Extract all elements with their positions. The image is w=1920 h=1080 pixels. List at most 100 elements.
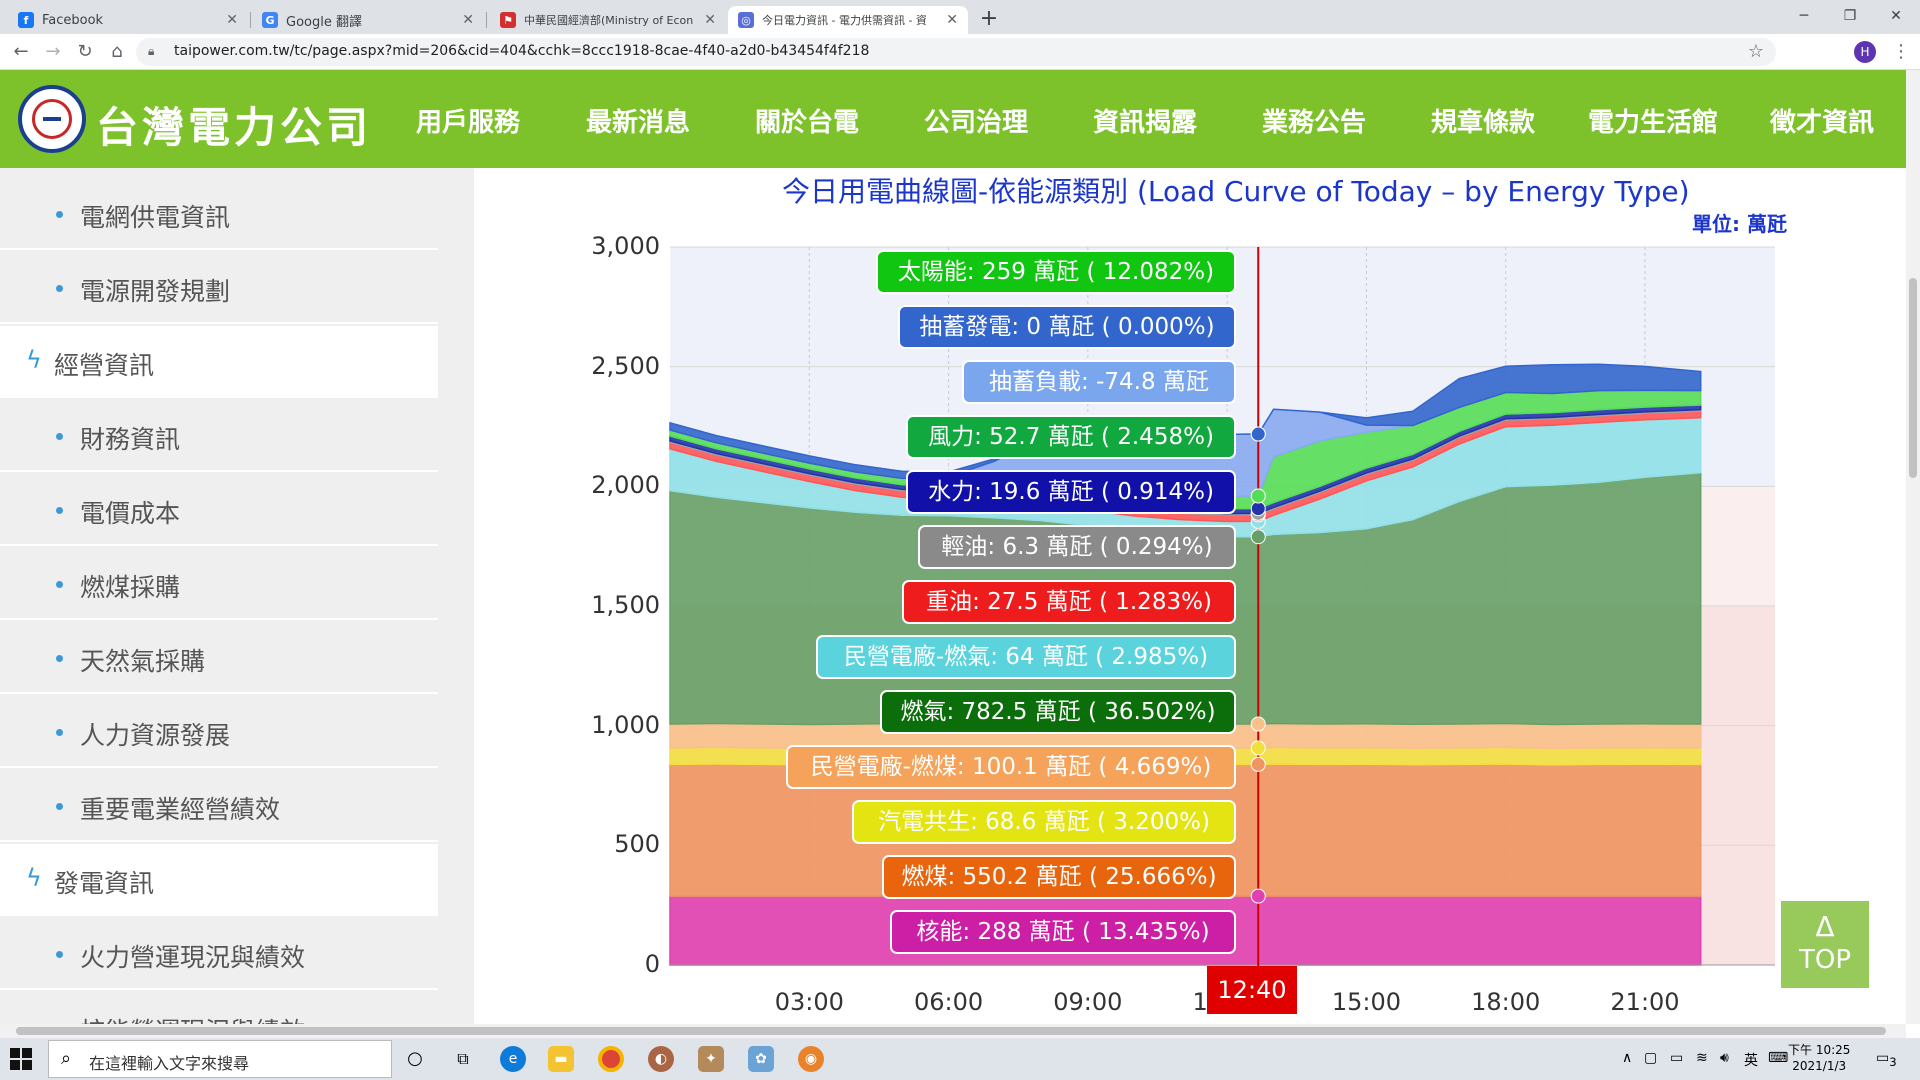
sidebar-category[interactable]: ϟ 經營資訊 <box>0 326 438 398</box>
sidebar-item[interactable]: 火力營運現況與績效 <box>0 918 438 990</box>
sidebar-label: 火力營運現況與績效 <box>80 943 306 972</box>
taipower-logo-icon[interactable] <box>18 85 86 153</box>
x-tick-label: 06:00 <box>913 988 984 1016</box>
new-tab-button[interactable]: + <box>979 6 999 31</box>
lock-icon: 🔒︎ <box>148 44 155 58</box>
site-logo-text[interactable]: 台灣電力公司 <box>96 103 373 152</box>
network-icon[interactable]: ▢ <box>1644 1050 1658 1066</box>
clock[interactable]: 下午 10:25 2021/1/3 <box>1788 1042 1850 1074</box>
tooltip-row: 汽電共生: 68.6 萬瓩 ( 3.200%) <box>852 800 1236 844</box>
keyboard-icon[interactable]: ⌨ <box>1768 1050 1789 1066</box>
y-tick-label: 1,500 <box>591 591 660 619</box>
tray-chevron-icon[interactable]: ∧ <box>1622 1050 1633 1066</box>
window-close-icon[interactable]: ✕ <box>1890 8 1902 24</box>
tab-taipower[interactable]: ◎ 今日電力資訊 - 電力供需資訊 - 資 ✕ <box>728 6 968 34</box>
sidebar-item[interactable]: 燃煤採購 <box>0 548 438 620</box>
nav-regulations[interactable]: 規章條款 <box>1431 108 1536 138</box>
blender-icon[interactable]: ◉ <box>798 1046 824 1072</box>
edge-icon[interactable]: e <box>500 1046 526 1072</box>
cortana-icon[interactable]: ○ <box>407 1048 423 1069</box>
app-icon-2[interactable]: ✦ <box>698 1046 724 1072</box>
browser-tab-bar: f Facebook ✕ G Google 翻譯 ✕ ⚑ 中華民國經濟部(Min… <box>0 0 1920 34</box>
home-icon[interactable]: ⌂ <box>111 41 123 62</box>
close-icon[interactable]: ✕ <box>704 12 716 28</box>
search-placeholder: 在這裡輸入文字來搜尋 <box>89 1054 250 1073</box>
sidebar-label: 電價成本 <box>80 499 181 528</box>
nav-about[interactable]: 關於台電 <box>755 108 860 138</box>
nav-careers[interactable]: 徵才資訊 <box>1770 108 1875 138</box>
sidebar-label: 燃煤採購 <box>80 573 181 602</box>
tooltip-row: 燃氣: 782.5 萬瓩 ( 36.502%) <box>880 690 1236 734</box>
notification-count: 3 <box>1889 1054 1897 1069</box>
sidebar-label: 天然氣採購 <box>80 647 206 676</box>
nav-news[interactable]: 最新消息 <box>586 108 691 138</box>
wifi-icon[interactable]: ≋ <box>1696 1050 1708 1066</box>
address-bar[interactable]: 🔒︎ taipower.com.tw/tc/page.aspx?mid=206&… <box>136 38 1776 66</box>
app-icon-3[interactable]: ✿ <box>748 1046 774 1072</box>
sidebar-item[interactable]: 人力資源發展 <box>0 696 438 768</box>
top-label: TOP <box>1798 945 1852 975</box>
nav-disclosure[interactable]: 資訊揭露 <box>1093 108 1198 138</box>
lightning-icon: ϟ <box>26 346 42 374</box>
tab-facebook[interactable]: f Facebook ✕ <box>8 6 248 34</box>
close-icon[interactable]: ✕ <box>462 12 474 28</box>
nav-announcements[interactable]: 業務公告 <box>1262 108 1367 138</box>
tab-google-translate[interactable]: G Google 翻譯 ✕ <box>252 6 484 34</box>
sidebar-category[interactable]: ϟ 發電資訊 <box>0 844 438 916</box>
ime-indicator[interactable]: 英 <box>1744 1053 1758 1069</box>
series-marker-3 <box>1250 716 1266 732</box>
chrome-icon[interactable] <box>598 1046 624 1072</box>
unit-label: 單位: 萬瓩 <box>1692 212 1787 236</box>
tooltip-row: 抽蓄負載: -74.8 萬瓩 <box>962 360 1236 404</box>
sidebar-item[interactable]: 核能營運現況與績效 <box>0 992 438 1024</box>
windows-start-icon[interactable] <box>10 1048 34 1072</box>
menu-icon[interactable]: ⋮ <box>1892 41 1910 62</box>
battery-icon[interactable]: ▭ <box>1670 1050 1684 1066</box>
tab-title: 中華民國經濟部(Ministry of Econ <box>524 14 694 27</box>
chart-title: 今日用電曲線圖-依能源類別 (Load Curve of Today – by … <box>782 175 1690 208</box>
nav-user-services[interactable]: 用戶服務 <box>416 108 521 138</box>
nav-governance[interactable]: 公司治理 <box>924 108 1029 138</box>
profile-avatar[interactable]: H <box>1854 41 1876 63</box>
sidebar-item[interactable]: 重要電業經營績效 <box>0 770 438 842</box>
sidebar-label: 電網供電資訊 <box>80 203 231 232</box>
horizontal-scrollbar[interactable] <box>0 1024 1906 1038</box>
file-explorer-icon[interactable]: ▬ <box>548 1046 574 1072</box>
x-tick-label: 18:00 <box>1471 988 1541 1016</box>
back-icon[interactable]: ← <box>13 41 29 62</box>
sidebar-item[interactable]: 天然氣採購 <box>0 622 438 694</box>
sidebar-item[interactable]: 財務資訊 <box>0 400 438 472</box>
site-header: 台灣電力公司 用戶服務 最新消息 關於台電 公司治理 資訊揭露 業務公告 規章條… <box>0 70 1906 168</box>
y-tick-label: 2,000 <box>591 471 660 500</box>
y-tick-label: 500 <box>614 830 660 859</box>
volume-icon[interactable]: 🔊︎ <box>1720 1050 1729 1066</box>
sidebar-item[interactable]: 電價成本 <box>0 474 438 546</box>
taskbar-search-input[interactable]: ⌕ 在這裡輸入文字來搜尋 <box>48 1040 392 1078</box>
sidebar-label: 經營資訊 <box>54 351 155 380</box>
series-marker-11 <box>1250 426 1266 442</box>
restore-icon[interactable]: ❐ <box>1843 8 1857 24</box>
facebook-icon: f <box>18 12 34 28</box>
series-marker-2 <box>1250 740 1266 756</box>
tab-moea[interactable]: ⚑ 中華民國經濟部(Ministry of Econ ✕ <box>490 6 726 34</box>
series-marker-0 <box>1250 888 1266 904</box>
y-tick-label: 2,500 <box>591 351 660 380</box>
tooltip-row: 抽蓄發電: 0 萬瓩 ( 0.000%) <box>898 305 1236 349</box>
nav-electricity-life[interactable]: 電力生活館 <box>1588 108 1719 138</box>
back-to-top-button[interactable]: Δ TOP <box>1781 901 1869 988</box>
forward-icon[interactable]: → <box>45 41 61 62</box>
series-marker-8 <box>1250 501 1266 517</box>
vertical-scrollbar[interactable] <box>1906 70 1920 1024</box>
minimize-icon[interactable]: ─ <box>1799 8 1809 24</box>
close-icon[interactable]: ✕ <box>226 12 238 28</box>
sidebar-item[interactable]: 電源開發規劃 <box>0 252 438 324</box>
app-icon-1[interactable]: ◐ <box>648 1046 674 1072</box>
notification-icon[interactable]: ▭3 <box>1876 1050 1897 1069</box>
bullet-icon <box>56 433 63 440</box>
sidebar-item[interactable]: 電網供電資訊 <box>0 178 438 250</box>
task-view-icon[interactable]: ⧉ <box>457 1049 469 1068</box>
close-icon[interactable]: ✕ <box>946 12 958 28</box>
reload-icon[interactable]: ↻ <box>77 41 93 62</box>
url-text: taipower.com.tw/tc/page.aspx?mid=206&cid… <box>174 43 870 59</box>
bookmark-star-icon[interactable]: ☆ <box>1747 41 1764 62</box>
